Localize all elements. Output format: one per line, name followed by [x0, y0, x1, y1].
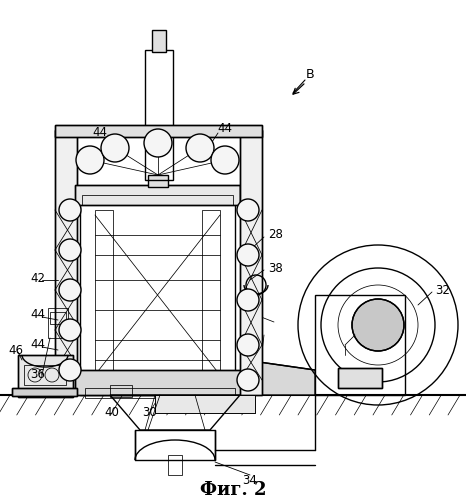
Bar [55, 125, 262, 137]
Bar [55, 130, 77, 395]
Bar [75, 185, 240, 205]
Text: 44: 44 [30, 308, 45, 322]
Text: 42: 42 [30, 272, 45, 284]
Bar [148, 175, 168, 187]
Bar [155, 395, 255, 413]
Circle shape [211, 146, 239, 174]
Bar [202, 210, 220, 380]
Text: 38: 38 [268, 262, 283, 274]
Bar [12, 388, 77, 396]
Bar [24, 365, 66, 385]
Bar [50, 312, 66, 324]
Bar [75, 370, 245, 395]
Bar [75, 185, 240, 205]
Text: 44: 44 [92, 126, 108, 138]
Bar [152, 30, 166, 52]
Bar [338, 368, 382, 388]
Bar [12, 388, 77, 396]
Bar [145, 50, 173, 180]
Bar [48, 308, 68, 338]
Bar [18, 355, 73, 397]
Circle shape [76, 146, 104, 174]
Circle shape [59, 279, 81, 301]
Bar [82, 195, 233, 205]
Bar [338, 368, 382, 388]
Text: 46: 46 [8, 344, 23, 356]
Text: 32: 32 [435, 284, 450, 296]
Bar [240, 130, 262, 395]
Circle shape [186, 134, 214, 162]
Circle shape [101, 134, 129, 162]
Text: 36: 36 [30, 368, 45, 382]
Text: 40: 40 [104, 406, 119, 418]
Circle shape [59, 319, 81, 341]
Bar [85, 388, 235, 398]
Circle shape [59, 359, 81, 381]
Bar [135, 430, 215, 460]
Circle shape [237, 334, 259, 356]
Text: 34: 34 [243, 474, 257, 486]
Circle shape [237, 199, 259, 221]
Bar [55, 130, 77, 395]
Circle shape [237, 289, 259, 311]
Bar [80, 200, 235, 395]
Bar [18, 355, 73, 397]
Circle shape [352, 299, 404, 351]
Circle shape [59, 239, 81, 261]
Text: 44: 44 [30, 338, 45, 351]
Text: B: B [306, 68, 314, 82]
Bar [240, 130, 262, 395]
Bar [95, 210, 113, 380]
Bar [75, 370, 245, 395]
Bar [55, 125, 262, 137]
Text: 30: 30 [143, 406, 158, 418]
Bar [155, 395, 255, 413]
Circle shape [144, 129, 172, 157]
Text: Фиг. 2: Фиг. 2 [200, 481, 266, 499]
Circle shape [237, 369, 259, 391]
Circle shape [59, 199, 81, 221]
Bar [315, 295, 405, 395]
Bar [110, 385, 132, 397]
Circle shape [237, 244, 259, 266]
Text: 28: 28 [268, 228, 283, 241]
Bar [168, 455, 182, 475]
Text: 44: 44 [218, 122, 233, 134]
Polygon shape [245, 360, 315, 395]
